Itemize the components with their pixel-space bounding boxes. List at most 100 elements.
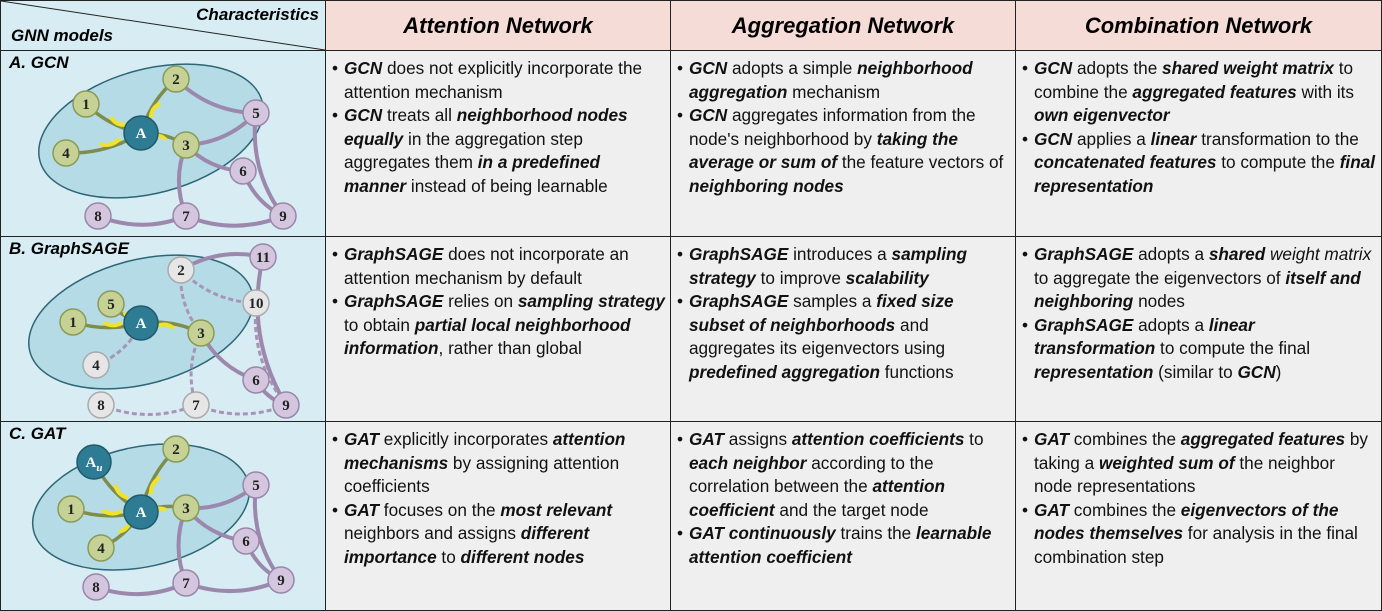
node-label: 9 [277, 573, 285, 589]
text-run: introduces a [788, 244, 892, 264]
node-label: 10 [249, 296, 264, 312]
text-run: nodes [1133, 291, 1185, 311]
emphasis: GAT [689, 429, 725, 449]
node-circle [123, 115, 159, 151]
model-label: B. GraphSAGE [9, 239, 129, 258]
node-circle [97, 290, 125, 318]
model-cell: Au 2 5 1 A 3 4 6 8 7 9 C. GAT [1, 422, 326, 611]
node-label: 6 [252, 373, 260, 389]
bullet-item: GAT combines the eigenvectors of the nod… [1022, 499, 1377, 570]
column-header: Attention Network [326, 1, 671, 51]
emphasis: aggregated features [1180, 429, 1346, 449]
node: 6 [242, 366, 270, 394]
node-label: 1 [82, 97, 90, 113]
text-run: does not incorporate an attention mechan… [344, 244, 629, 288]
attention-arrow [148, 475, 162, 495]
network-diagram: 1 2 A 3 4 5 6 7 8 9 [38, 63, 297, 230]
emphasis: attention coefficient [689, 476, 946, 520]
bullet-item: GraphSAGE relies on sampling strategy to… [332, 290, 666, 361]
node-label-text: 1 [82, 97, 90, 113]
emphasis: neighboring nodes [689, 175, 844, 196]
text-run: for analysis in the final combination st… [1034, 523, 1358, 567]
emphasis: GCN [1034, 128, 1073, 149]
node-label: 5 [252, 106, 260, 122]
node-subscript: u [96, 462, 102, 474]
attention-arrow [102, 320, 123, 328]
node: 4 [87, 534, 115, 562]
node-label-text: A [136, 126, 147, 142]
model-label: A. GCN [9, 53, 69, 72]
node-circle [59, 308, 87, 336]
node-circle [82, 573, 110, 601]
emphasis: GAT [344, 499, 380, 520]
node: 7 [172, 202, 200, 230]
emphasis: scalability [845, 267, 929, 288]
text-run: and the target node [774, 499, 929, 520]
corner-bottom: GNN models [11, 26, 114, 45]
text-cell: GCN adopts the shared weight matrix to c… [1016, 51, 1382, 237]
node-circle [182, 391, 210, 419]
emphasis: GAT [1034, 429, 1070, 449]
bullet-item: GraphSAGE introduces a sampling strategy… [677, 243, 1011, 290]
text-run: by taking a [1034, 429, 1369, 473]
node: A [123, 305, 159, 341]
text-cell: GraphSAGE adopts a shared weight matrix … [1016, 237, 1382, 422]
bullet-item: GAT explicitly incorporates attention me… [332, 428, 666, 499]
text-run: the feature vectors of [837, 152, 1004, 172]
emphasis: itself and neighboring [1034, 267, 1361, 312]
node-label-text: 5 [107, 297, 115, 313]
emphasis: GraphSAGE [344, 244, 444, 264]
emphasis: shared weight matrix [1162, 58, 1334, 78]
text-run: by assigning attention coefficients [344, 452, 620, 497]
node: 1 [59, 308, 87, 336]
node-label: A [136, 126, 147, 142]
emphasis: GraphSAGE [344, 291, 444, 311]
network-diagram: Au 2 5 1 A 3 4 6 8 7 9 [31, 435, 295, 601]
node-circle [123, 305, 159, 341]
node-circle [242, 289, 270, 317]
text-run: and aggregates its eigenvectors using [689, 314, 946, 359]
corner-cell: Characteristics GNN models [1, 1, 326, 51]
node-circle [272, 391, 300, 419]
emphasis: sampling strategy [689, 244, 967, 288]
node-circle [249, 243, 277, 271]
bullet-item: GCN does not explicitly incorporate the … [332, 57, 666, 104]
text-run: trains the [835, 523, 916, 543]
edge [185, 578, 282, 593]
node: 9 [272, 391, 300, 419]
bullet-item: GraphSAGE adopts a shared weight matrix … [1022, 243, 1377, 314]
node-label: A [136, 316, 147, 332]
text-cell: GCN does not explicitly incorporate the … [326, 51, 671, 237]
node-circle [267, 566, 295, 594]
text-run: to improve [755, 267, 846, 288]
node-label-text: 4 [97, 541, 105, 557]
text-run: combines the [1069, 429, 1181, 449]
column-header: Combination Network [1016, 1, 1382, 51]
node-circle [167, 256, 195, 284]
node-circle [52, 139, 80, 167]
node-label: 2 [172, 72, 180, 88]
node: 4 [82, 351, 110, 379]
text-run: , rather than global [438, 338, 582, 358]
corner-diagonal [1, 1, 325, 50]
emphasis: different nodes [460, 546, 585, 567]
node-circle [72, 90, 100, 118]
node-label: 8 [92, 580, 100, 596]
node-label-text: 6 [252, 373, 260, 389]
node-label-text: 5 [252, 106, 260, 122]
emphasis: aggregated features [1132, 81, 1297, 102]
emphasis: GraphSAGE [689, 244, 789, 264]
emphasis: GraphSAGE [1034, 314, 1134, 335]
node: 5 [97, 290, 125, 318]
emphasis: own eigenvector [1034, 105, 1170, 125]
node-circle [242, 366, 270, 394]
text-run: applies a [1072, 128, 1151, 149]
node-label-text: 8 [97, 398, 105, 414]
text-cell: GraphSAGE introduces a sampling strategy… [671, 237, 1016, 422]
emphasis: most relevant [500, 499, 613, 520]
text-run: aggregates information from the node's n… [689, 105, 976, 149]
model-cell: 11 2 5 10 1 A 3 4 6 8 7 9 B. GraphSAGE [1, 237, 326, 422]
emphasis: GCN [689, 58, 728, 78]
emphasis: neighborhood nodes equally [344, 105, 628, 149]
node-label-text: 9 [277, 573, 285, 589]
